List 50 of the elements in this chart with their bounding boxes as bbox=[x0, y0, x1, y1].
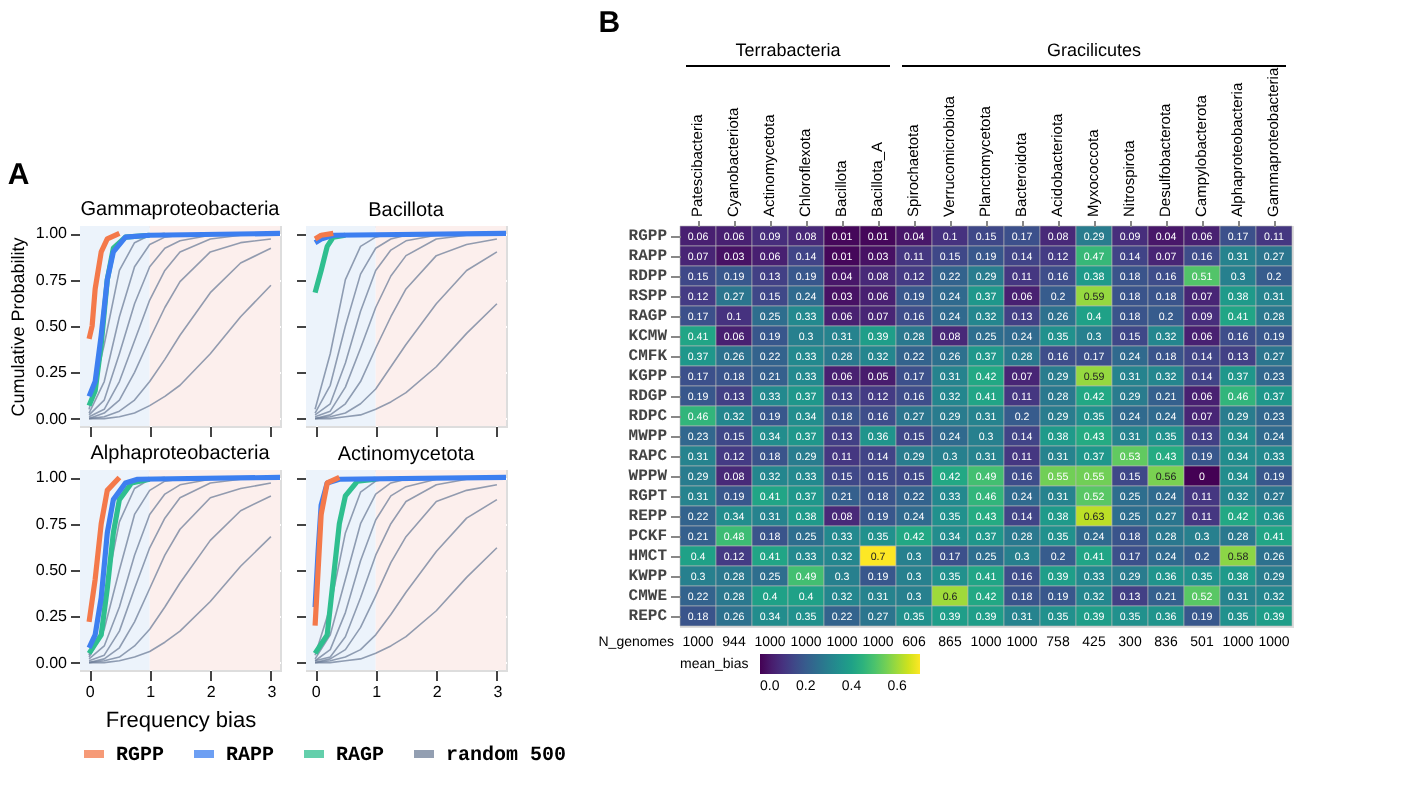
y-tick-label: RAGP bbox=[628, 308, 668, 326]
x-tick-label: 3 bbox=[493, 683, 504, 701]
x-tick-label: 0 bbox=[311, 683, 322, 701]
y-tick-label: MWPP bbox=[628, 428, 668, 446]
legend-label: random 500 bbox=[446, 744, 567, 768]
x-axis-title: Frequency bias bbox=[105, 709, 258, 733]
y-tick-label: RDGP bbox=[628, 388, 668, 406]
y-tick-label: CMWE bbox=[628, 588, 668, 606]
chart-title: Actinomycetota bbox=[337, 444, 476, 466]
y-tick-label: HMCT bbox=[628, 548, 668, 566]
y-tick-label: RAPC bbox=[628, 448, 668, 466]
legend-label: RGPP bbox=[116, 746, 165, 768]
y-tick-label: REPP bbox=[628, 508, 668, 526]
y-tick-label: 0.25 bbox=[35, 363, 69, 382]
y-tick-label: REPC bbox=[628, 608, 668, 626]
y-tick-label: RGPP bbox=[628, 228, 668, 246]
y-axis-title: Cumulative Probability bbox=[7, 236, 28, 417]
text: A bbox=[7, 158, 30, 193]
y-tick-label: PCKF bbox=[628, 528, 668, 546]
chart-title: Alphaproteobacteria bbox=[90, 443, 271, 466]
y-tick-label: KGPP bbox=[628, 368, 668, 386]
y-tick-label: 0.50 bbox=[35, 317, 69, 335]
x-tick-label: 0 bbox=[85, 683, 96, 701]
text: Terrabacteria bbox=[735, 40, 841, 60]
y-tick-label: 0.00 bbox=[35, 653, 69, 672]
x-tick-label: 3 bbox=[267, 683, 278, 701]
y-tick-label: RDPC bbox=[628, 408, 668, 426]
y-tick-label: 0.75 bbox=[35, 514, 69, 533]
x-tick-label: 1 bbox=[146, 683, 157, 701]
x-tick-label: 1 bbox=[372, 683, 383, 701]
y-tick-label: RDPP bbox=[628, 268, 668, 286]
text: B bbox=[598, 6, 621, 40]
y-tick-label: 0.25 bbox=[35, 607, 69, 626]
y-tick-label: KCMW bbox=[628, 328, 668, 346]
y-tick-label: 0.00 bbox=[35, 409, 69, 428]
y-tick-label: WPPW bbox=[628, 468, 668, 486]
text: Gracilicutes bbox=[1046, 40, 1143, 60]
x-tick-label: 2 bbox=[432, 683, 443, 701]
y-tick-label: RGPT bbox=[628, 488, 668, 506]
y-tick-label: 0.50 bbox=[35, 561, 69, 579]
y-tick-label: CMFK bbox=[628, 348, 668, 366]
y-tick-label: 1.00 bbox=[35, 224, 69, 243]
y-tick-label: 1.00 bbox=[35, 468, 69, 487]
legend-label: RAPP bbox=[226, 746, 275, 768]
y-tick-label: 0.75 bbox=[35, 270, 69, 289]
y-tick-label: KWPP bbox=[628, 568, 668, 586]
y-tick-label: RAPP bbox=[628, 248, 668, 266]
y-tick-label: RSPP bbox=[628, 288, 668, 306]
legend-label: RAGP bbox=[336, 746, 385, 768]
x-tick-label: 2 bbox=[206, 683, 217, 701]
